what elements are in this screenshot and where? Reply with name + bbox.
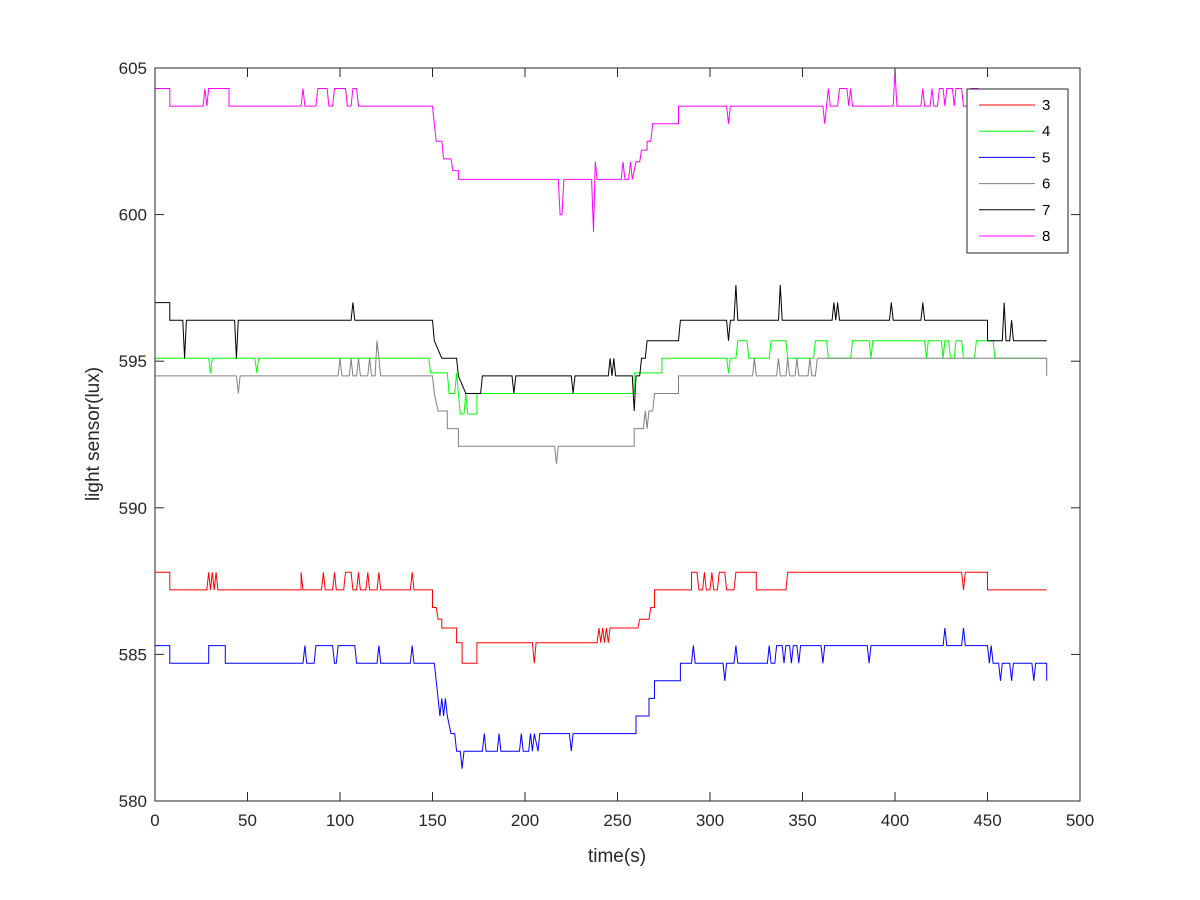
series-layer [155,70,1048,769]
y-tick-label: 600 [119,206,147,225]
legend-label-3: 3 [1042,97,1050,114]
x-tick-label: 0 [150,811,159,830]
series-line-6 [155,340,1048,464]
x-tick-label: 450 [973,811,1001,830]
legend-label-6: 6 [1042,176,1050,193]
x-tick-label: 400 [881,811,909,830]
legend-label-4: 4 [1042,123,1050,140]
x-axis-label: time(s) [588,846,646,867]
legend: 3 4 5 6 7 8 [966,88,1069,254]
x-tick-label: 200 [511,811,539,830]
y-tick-label: 595 [119,352,147,371]
series-line-5 [155,627,1048,769]
y-tick-label: 580 [119,792,147,811]
x-tick-label: 250 [603,811,631,830]
x-tick-label: 500 [1066,811,1094,830]
x-tick-label: 300 [696,811,724,830]
x-tick-label: 100 [326,811,354,830]
x-tick-label: 350 [788,811,816,830]
y-axis-label: light sensor(lux) [83,367,104,501]
legend-label-7: 7 [1042,202,1050,219]
series-line-3 [155,571,1047,664]
y-tick-label: 605 [119,59,147,78]
series-line-4 [155,340,1047,415]
series-line-7 [155,284,1047,412]
legend-label-5: 5 [1042,149,1050,166]
y-tick-label: 590 [119,499,147,518]
y-tick-label: 585 [119,645,147,664]
series-line-8 [155,70,1047,233]
legend-box [966,88,1069,254]
x-tick-label: 150 [418,811,446,830]
x-tick-label: 50 [238,811,257,830]
plot-area [155,68,1080,801]
legend-label-8: 8 [1042,228,1050,245]
ticks-layer: 0 50 100 150 200 250 300 350 400 450 500 580 585 590 5… [119,59,1095,830]
